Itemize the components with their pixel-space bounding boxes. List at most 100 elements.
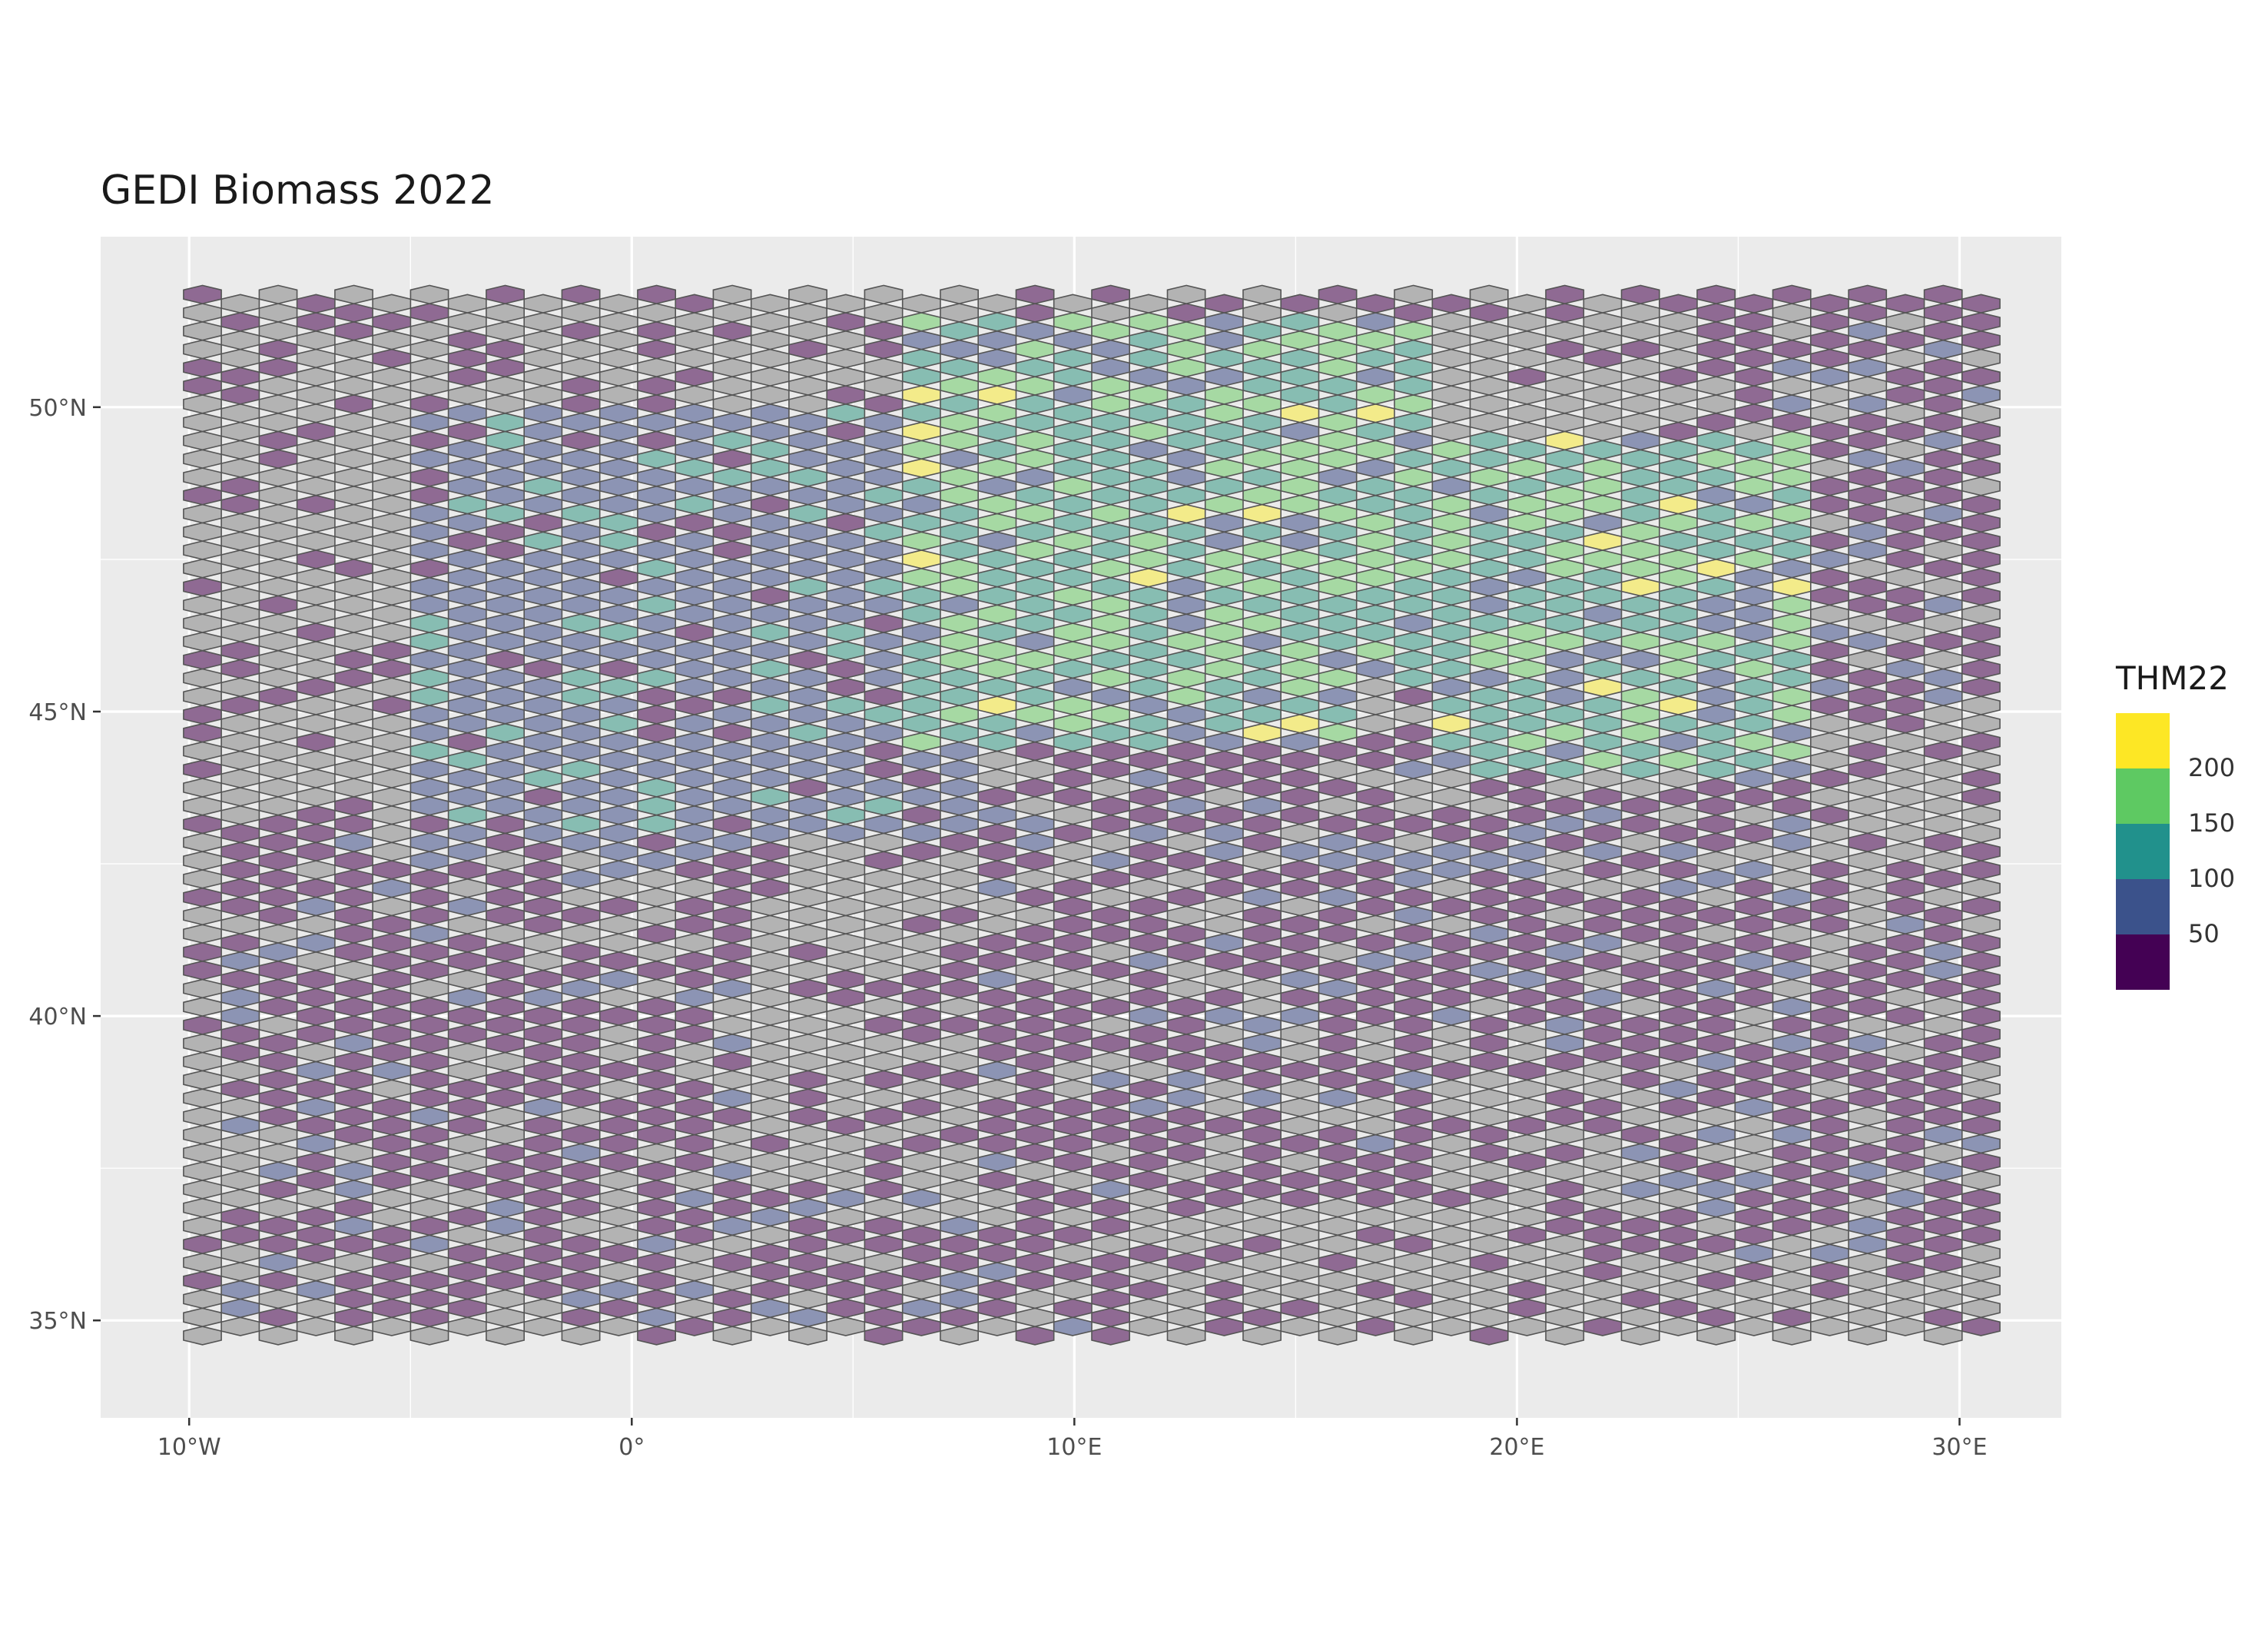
hex-cell <box>523 1133 563 1154</box>
hex-cell <box>523 1170 563 1190</box>
hex-cell <box>1204 933 1244 953</box>
hex-cell <box>598 622 638 642</box>
hex-cell <box>1394 796 1434 816</box>
hex-cell <box>258 632 298 652</box>
hex-cell <box>1772 1197 1812 1218</box>
hex-cell <box>1507 531 1547 551</box>
hex-cell <box>1696 1070 1736 1090</box>
hex-cell <box>1885 403 1925 423</box>
hex-cell <box>1734 1079 1774 1099</box>
hex-cell <box>1848 924 1888 944</box>
hex-cell <box>1431 1280 1471 1300</box>
hex-cell <box>183 1253 222 1273</box>
hex-cell <box>1659 896 1698 917</box>
hex-cell <box>447 1243 487 1263</box>
hex-cell <box>1772 1307 1812 1328</box>
hex-cell <box>864 1234 904 1254</box>
hex-cell <box>901 385 941 405</box>
hex-cell <box>1923 1326 1963 1346</box>
hex-cell <box>1091 942 1130 962</box>
hex-cell <box>1659 476 1698 496</box>
hex-cell <box>977 641 1017 661</box>
hex-cell <box>637 1197 677 1218</box>
hex-cell <box>1015 778 1055 798</box>
hex-cell <box>447 403 487 423</box>
hex-cell <box>1810 567 1849 588</box>
hex-cell <box>1166 321 1206 341</box>
hex-cell <box>183 851 222 871</box>
hex-cell <box>1885 348 1925 369</box>
hex-cell <box>410 503 449 524</box>
hex-cell <box>826 987 866 1008</box>
hex-cell <box>1015 613 1055 633</box>
hex-cell <box>675 1206 715 1227</box>
hex-cell <box>1166 412 1206 433</box>
hex-cell <box>1053 385 1093 405</box>
hex-cell <box>1885 294 1925 314</box>
hex-cell <box>523 1206 563 1227</box>
hex-cell <box>372 641 412 661</box>
hex-cell <box>1772 796 1812 816</box>
hex-cell <box>598 1225 638 1246</box>
hex-cell <box>410 796 449 816</box>
hex-cell <box>447 312 487 332</box>
hex-cell <box>788 942 827 962</box>
hex-cell <box>675 1225 715 1246</box>
hex-cell <box>901 1115 941 1136</box>
hex-cell <box>1166 978 1206 999</box>
hex-cell <box>1166 632 1206 652</box>
hex-cell <box>372 1133 412 1154</box>
hex-cell <box>1810 549 1849 569</box>
hex-cell <box>1848 869 1888 889</box>
hex-cell <box>410 1180 449 1200</box>
hex-cell <box>1015 540 1055 560</box>
hex-cell <box>372 896 412 917</box>
hex-cell <box>1204 732 1244 752</box>
hex-cell <box>1620 559 1660 579</box>
hex-cell <box>1394 1216 1434 1236</box>
hex-cell <box>1923 960 1963 981</box>
hex-cell <box>1734 695 1774 715</box>
hex-cell <box>1848 559 1888 579</box>
hex-cell <box>1772 1070 1812 1090</box>
hex-cell <box>1696 485 1736 506</box>
hex-cell <box>1355 1243 1395 1263</box>
hex-cell <box>1810 1097 1849 1117</box>
hex-cell <box>1545 778 1585 798</box>
hex-cell <box>1696 705 1736 725</box>
hex-cell <box>1469 1289 1509 1309</box>
hex-cell <box>1507 458 1547 478</box>
hex-cell <box>220 987 260 1008</box>
hex-cell <box>1772 1015 1812 1035</box>
hex-cell <box>1355 768 1395 788</box>
hex-cell <box>1091 686 1130 706</box>
hex-cell <box>1015 449 1055 469</box>
hex-cell <box>1242 1307 1282 1328</box>
hex-cell <box>1583 549 1623 569</box>
hex-cell <box>1469 1088 1509 1108</box>
hex-cell <box>940 1051 979 1072</box>
hex-cell <box>296 1152 336 1172</box>
hex-cell <box>523 714 563 734</box>
hex-cell <box>1318 1015 1358 1035</box>
hex-cell <box>1431 714 1471 734</box>
hex-cell <box>1810 440 1849 460</box>
hex-cell <box>826 1133 866 1154</box>
hex-cell <box>864 1034 904 1054</box>
hex-cell <box>1583 914 1623 934</box>
hex-cell <box>1848 321 1888 341</box>
hex-cell <box>410 1143 449 1163</box>
hex-cell <box>1394 321 1434 341</box>
hex-cell <box>901 586 941 606</box>
hex-cell <box>1166 485 1206 506</box>
hex-cell <box>1696 503 1736 524</box>
hex-cell <box>1091 613 1130 633</box>
hex-cell <box>1318 1180 1358 1200</box>
hex-cell <box>1659 969 1698 990</box>
hex-cell <box>864 905 904 926</box>
hex-cell <box>864 686 904 706</box>
hex-cell <box>183 705 222 725</box>
hex-cell <box>1242 1234 1282 1254</box>
hex-cell <box>296 348 336 369</box>
hex-cell <box>1696 997 1736 1017</box>
